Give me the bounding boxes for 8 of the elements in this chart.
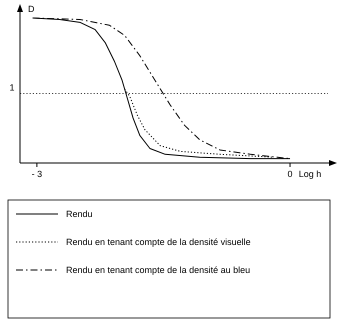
legend-label: Rendu en tenant compte de la densité au bleu [66, 265, 250, 275]
annotation: 1 [9, 82, 15, 92]
x-axis-title: Log h [298, 169, 322, 179]
x-tick-label: - 3 [32, 169, 42, 179]
x-tick-label: 0 [288, 169, 293, 179]
legend-label: Rendu [66, 209, 93, 219]
legend-label: Rendu en tenant compte de la densité visuelle [66, 237, 251, 247]
y-axis-title: D [28, 4, 35, 14]
